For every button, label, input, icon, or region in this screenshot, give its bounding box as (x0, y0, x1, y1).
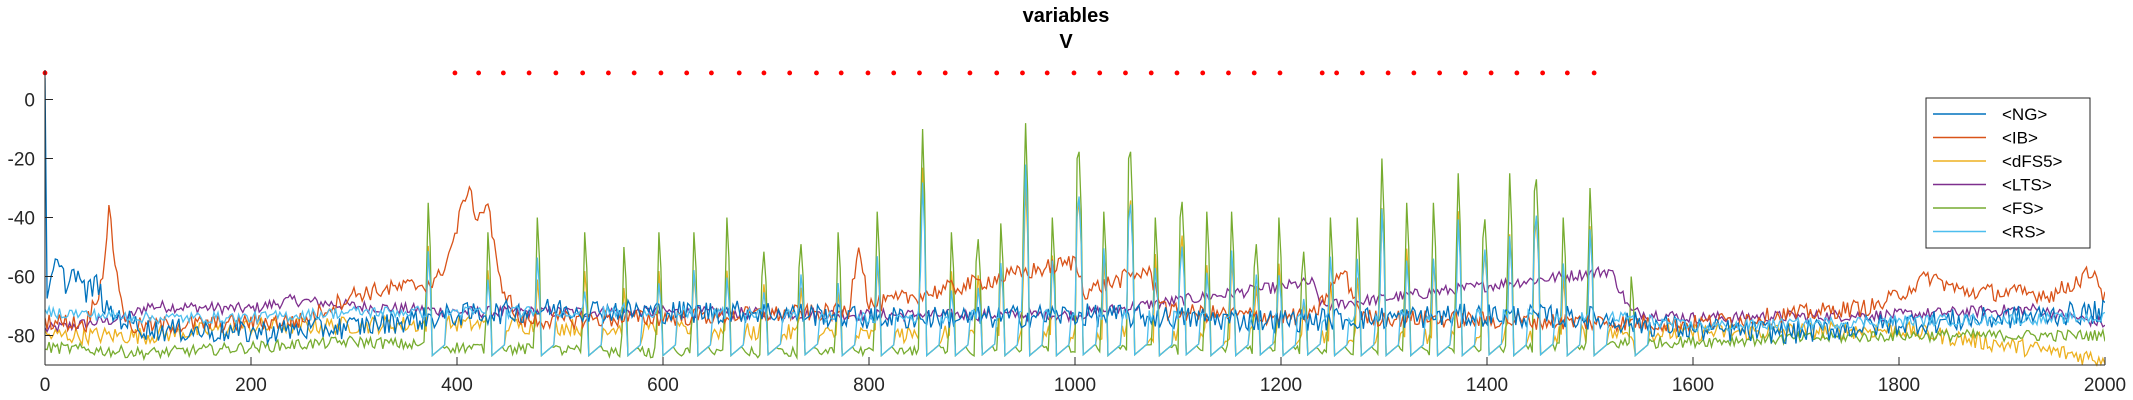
series-line-fs (45, 123, 2105, 362)
event-marker (1359, 70, 1365, 76)
event-marker (1385, 70, 1391, 76)
event-marker (838, 70, 844, 76)
event-marker (526, 70, 532, 76)
event-marker (787, 70, 793, 76)
event-marker (1097, 70, 1103, 76)
event-marker (1540, 70, 1546, 76)
event-marker (500, 70, 506, 76)
event-marker (942, 70, 948, 76)
x-tick-label: 1400 (1466, 375, 1508, 396)
y-tick-label: -20 (8, 150, 35, 171)
event-marker (967, 70, 973, 76)
event-marker (1020, 70, 1025, 76)
event-marker (1488, 70, 1494, 76)
event-marker (1226, 70, 1231, 76)
legend-label: <LTS> (2002, 176, 2052, 195)
x-tick-label: 400 (441, 375, 473, 396)
event-marker (476, 70, 482, 76)
event-marker (736, 70, 742, 76)
event-marker (917, 70, 922, 76)
x-tick-label: 1200 (1260, 375, 1302, 396)
marker-layer (42, 70, 1597, 76)
x-tick-label: 200 (235, 375, 267, 396)
event-marker (1174, 70, 1180, 76)
event-marker (1319, 70, 1325, 76)
x-tick-label: 2000 (2084, 375, 2126, 396)
event-marker (1277, 70, 1283, 76)
event-marker (1514, 70, 1520, 76)
legend-box (1925, 97, 2091, 249)
y-tick-label: -60 (8, 268, 35, 289)
series-line-rs (45, 164, 2105, 358)
event-marker (1200, 70, 1206, 76)
event-marker (553, 70, 559, 76)
x-tick-label: 600 (647, 375, 679, 396)
series-layer (45, 78, 2105, 367)
event-marker (865, 70, 871, 76)
legend-label: <dFS5> (2002, 152, 2063, 171)
legend-label: <IB> (2002, 129, 2038, 148)
event-marker (1251, 70, 1257, 76)
axes: 0 200 400 600 800 1000 1200 1400 1600 1800 2000 0 -2… (8, 70, 2126, 396)
x-tick-label: 1600 (1672, 375, 1714, 396)
legend-label: <NG> (2002, 105, 2047, 124)
event-marker (631, 70, 637, 76)
event-marker (452, 70, 458, 76)
x-tick-label: 1000 (1054, 375, 1096, 396)
event-marker (1334, 70, 1340, 76)
y-tick-label: -80 (8, 327, 35, 348)
event-marker (1437, 70, 1443, 76)
x-tick-label: 1800 (1878, 375, 1920, 396)
event-marker (814, 70, 819, 76)
event-marker (658, 70, 664, 76)
event-marker (1148, 70, 1154, 76)
x-tick-label: 0 (40, 375, 51, 396)
event-marker (709, 70, 714, 76)
event-marker (1462, 70, 1468, 76)
chart-title: variables (1023, 5, 1110, 27)
event-marker (994, 70, 1000, 76)
event-marker (1591, 70, 1597, 76)
event-marker (1044, 70, 1050, 76)
event-marker (1123, 70, 1128, 76)
legend-label: <RS> (2002, 223, 2046, 242)
event-marker (891, 70, 897, 76)
event-marker (1071, 70, 1077, 76)
event-marker (1564, 70, 1570, 76)
series-line-ng (45, 78, 2105, 346)
legend: <NG> <IB> <dFS5> <LTS> <FS> <RS> (1925, 97, 2091, 249)
event-marker (606, 70, 611, 76)
chart-subtitle: V (1059, 31, 1073, 53)
x-tick-label: 800 (853, 375, 885, 396)
event-marker (761, 70, 767, 76)
legend-label: <FS> (2002, 199, 2044, 218)
event-marker (580, 70, 586, 76)
y-tick-label: 0 (24, 91, 35, 112)
event-marker (684, 70, 690, 76)
event-marker (1411, 70, 1417, 76)
y-tick-label: -40 (8, 209, 35, 230)
